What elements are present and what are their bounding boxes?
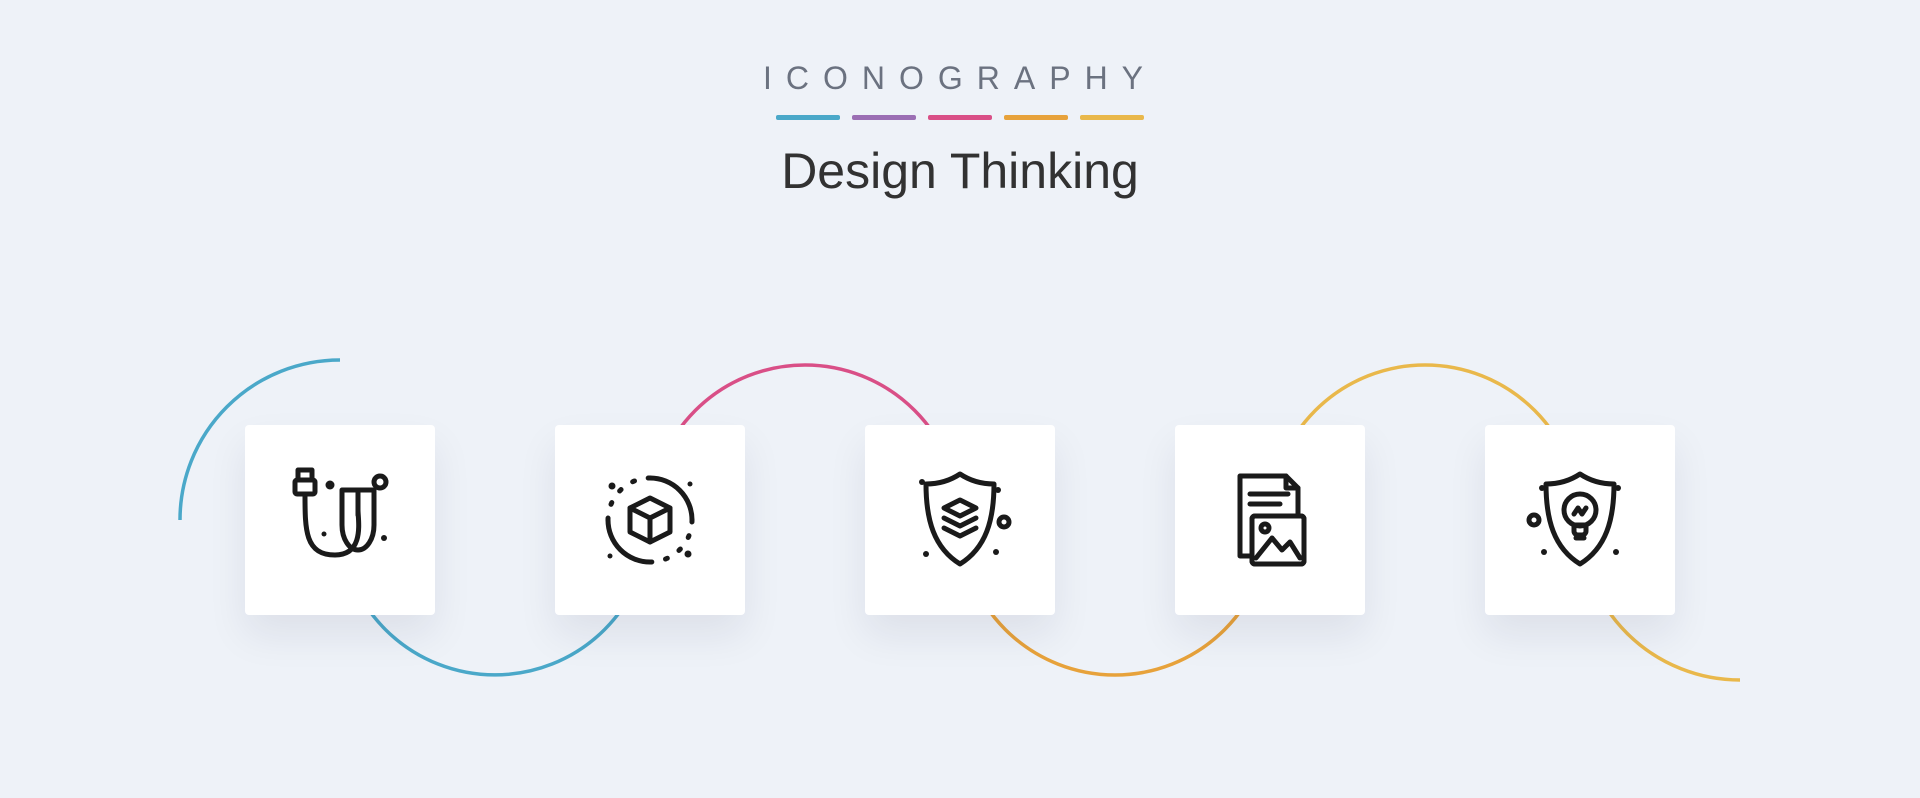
brand-label: ICONOGRAPHY xyxy=(0,60,1920,97)
mouse-usb-icon xyxy=(280,460,400,580)
image-document-icon xyxy=(1210,460,1330,580)
infographic-stage: ICONOGRAPHY Design Thinking xyxy=(0,0,1920,798)
color-stripes xyxy=(0,115,1920,120)
tile-mouse xyxy=(245,425,435,615)
stripe-2 xyxy=(852,115,916,120)
shield-bulb-icon xyxy=(1520,460,1640,580)
collection-title: Design Thinking xyxy=(0,142,1920,200)
tile-shield-bulb xyxy=(1485,425,1675,615)
stripe-3 xyxy=(928,115,992,120)
cube-target-icon xyxy=(590,460,710,580)
header: ICONOGRAPHY Design Thinking xyxy=(0,60,1920,200)
stripe-5 xyxy=(1080,115,1144,120)
tile-shield-layers xyxy=(865,425,1055,615)
shield-layers-icon xyxy=(900,460,1020,580)
stripe-1 xyxy=(776,115,840,120)
tile-image-document xyxy=(1175,425,1365,615)
tile-cube-target xyxy=(555,425,745,615)
stripe-4 xyxy=(1004,115,1068,120)
